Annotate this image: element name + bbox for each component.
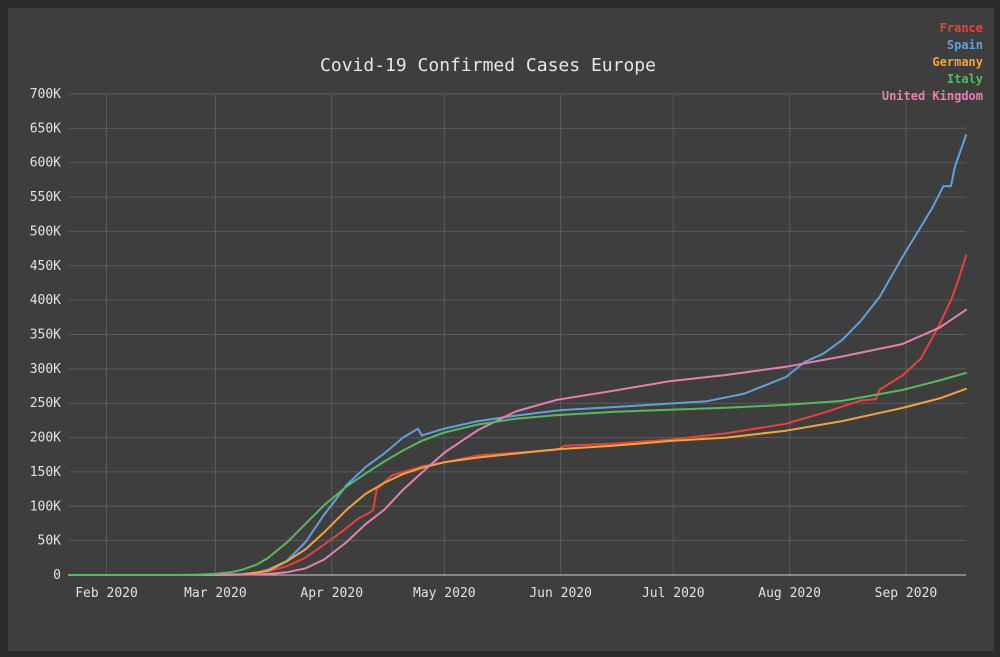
y-axis-ticks: 0 50K 100K 150K 200K 250K 300K 350K 400K 450K 500K… xyxy=(30,87,61,583)
y-tick-label: 550K xyxy=(30,190,61,205)
legend-item-united-kingdom: United Kingdom xyxy=(882,89,983,103)
y-tick-label: 0 xyxy=(53,568,61,583)
y-tick-label: 450K xyxy=(30,259,61,274)
y-tick-label: 250K xyxy=(30,396,61,411)
series-line-italy xyxy=(68,372,967,576)
series-lines xyxy=(68,134,967,576)
legend: France Spain Germany Italy United Kingdom xyxy=(882,21,983,103)
legend-item-spain: Spain xyxy=(947,38,983,52)
y-tick-label: 300K xyxy=(30,362,61,377)
chart-title: Covid-19 Confirmed Cases Europe xyxy=(320,55,656,76)
y-tick-label: 650K xyxy=(30,121,61,136)
x-tick-label: Apr 2020 xyxy=(300,586,363,601)
chart-panel: 0 50K 100K 150K 200K 250K 300K 350K 400K 450K 500K… xyxy=(8,8,994,651)
y-tick-label: 350K xyxy=(30,328,61,343)
series-line-france xyxy=(68,254,967,576)
x-tick-label: Jun 2020 xyxy=(529,586,592,601)
legend-item-france: France xyxy=(940,21,983,35)
y-tick-label: 500K xyxy=(30,224,61,239)
grid xyxy=(69,93,966,576)
y-tick-label: 200K xyxy=(30,431,61,446)
y-tick-label: 50K xyxy=(38,534,62,549)
x-tick-label: Aug 2020 xyxy=(758,586,821,601)
legend-item-italy: Italy xyxy=(947,72,983,86)
series-line-spain xyxy=(68,134,967,576)
y-tick-label: 150K xyxy=(30,465,61,480)
y-tick-label: 600K xyxy=(30,156,61,171)
x-tick-label: Sep 2020 xyxy=(875,586,938,601)
line-chart: 0 50K 100K 150K 200K 250K 300K 350K 400K 450K 500K… xyxy=(30,21,983,601)
series-line-united-kingdom xyxy=(68,308,967,576)
series-line-germany xyxy=(68,387,967,576)
legend-item-germany: Germany xyxy=(932,55,983,69)
x-tick-label: Feb 2020 xyxy=(75,586,138,601)
x-tick-label: Mar 2020 xyxy=(184,586,247,601)
x-tick-label: May 2020 xyxy=(413,586,476,601)
x-tick-label: Jul 2020 xyxy=(642,586,705,601)
y-tick-label: 100K xyxy=(30,499,61,514)
y-tick-label: 700K xyxy=(30,87,61,102)
x-axis-ticks: Feb 2020 Mar 2020 Apr 2020 May 2020 Jun 2020… xyxy=(75,586,937,601)
y-tick-label: 400K xyxy=(30,293,61,308)
